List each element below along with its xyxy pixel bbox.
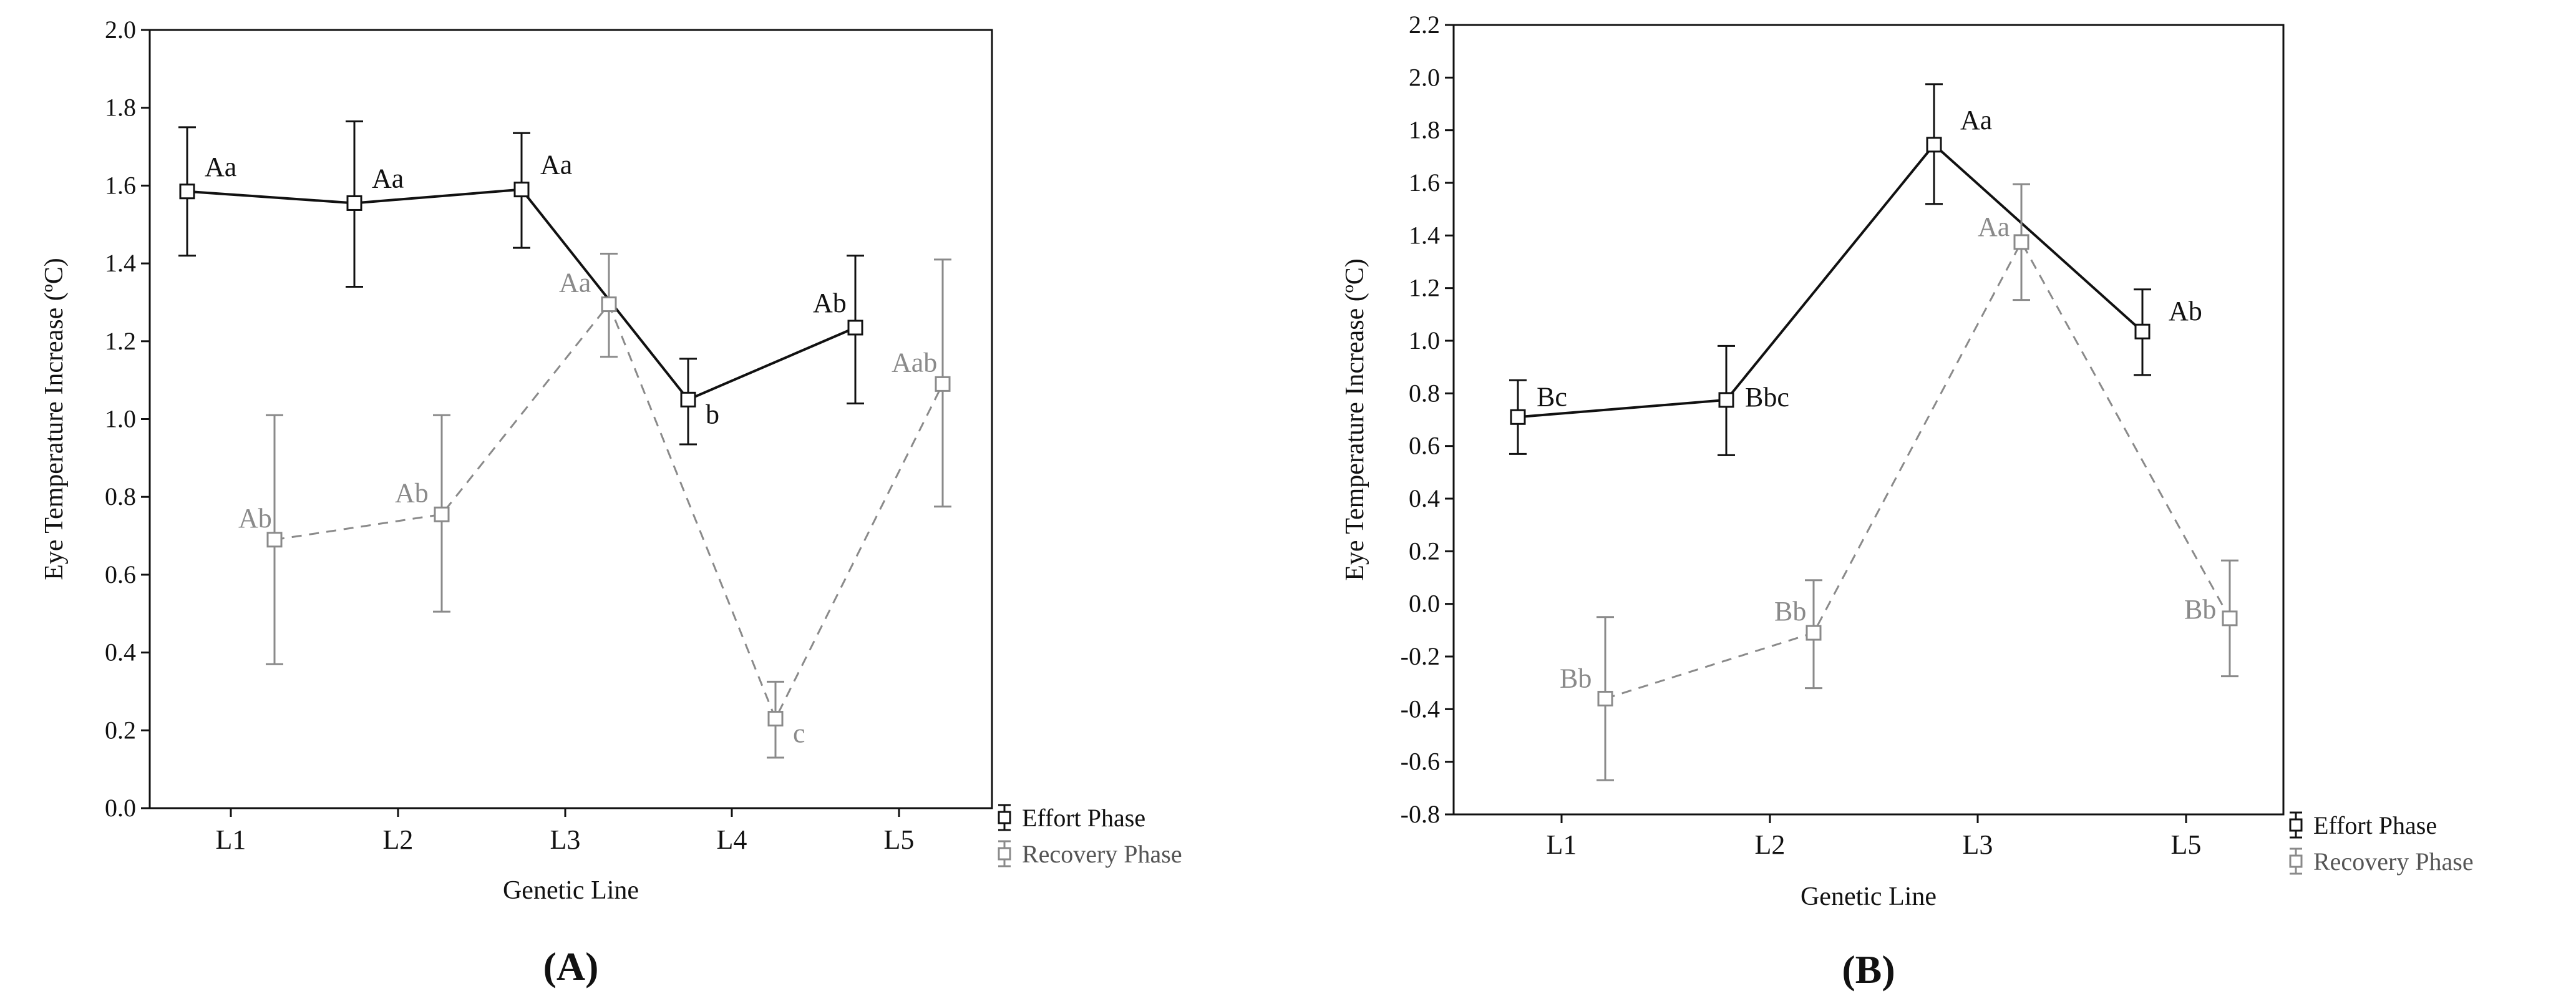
y-tick-label: 1.0 [105, 405, 136, 433]
effort-data-point [513, 182, 530, 198]
legend-marker [998, 811, 1011, 824]
x-axis-title: Genetic Line [503, 876, 639, 905]
x-axis-title: Genetic Line [1801, 882, 1937, 911]
plot-frame [148, 29, 993, 809]
recovery-data-label: Aab [892, 347, 937, 378]
legend-label-effort: Effort Phase [1022, 804, 1145, 832]
effort-data-point [2134, 323, 2151, 339]
y-tick-label: 1.2 [1409, 274, 1440, 302]
legend-label-recovery: Recovery Phase [2313, 847, 2474, 876]
effort-data-point [346, 195, 362, 211]
y-tick-label: 2.0 [1409, 63, 1440, 91]
recovery-data-point [601, 296, 617, 313]
x-tick-label: L3 [1963, 829, 1993, 860]
x-tick-label: L1 [1547, 829, 1577, 860]
effort-data-point [680, 391, 696, 408]
legend-label-recovery: Recovery Phase [1022, 840, 1182, 868]
legend-marker [998, 847, 1011, 861]
x-tick-label: L2 [1755, 829, 1786, 860]
recovery-data-point [266, 532, 283, 548]
recovery-data-label: Bb [1560, 663, 1592, 693]
x-tick-label: L2 [383, 824, 414, 855]
x-tick-label: L4 [717, 824, 747, 855]
recovery-series-line [274, 302, 944, 721]
y-tick-label: 1.8 [105, 94, 136, 122]
y-tick-label: -0.2 [1401, 642, 1440, 670]
effort-data-label: b [706, 399, 719, 429]
y-tick-label: 1.6 [105, 171, 136, 199]
recovery-data-label: Ab [238, 503, 272, 534]
panel-b: -0.8 -0.6 -0.4 -0.2 0.0 0.2 0.4 0.6 0.8 1.0 1.2 1.4… [1341, 11, 2474, 992]
y-tick-label: 0.6 [105, 560, 136, 588]
y-axis-title: Eye Temperature Increase (ºC) [40, 258, 69, 580]
effort-data-label: Aa [1960, 105, 1992, 135]
y-tick-label: 0.2 [1409, 537, 1440, 565]
y-tick-label: -0.4 [1401, 695, 1440, 723]
y-axis-title: Eye Temperature Increase (ºC) [1341, 258, 1369, 581]
x-tick-label: L1 [216, 824, 246, 855]
y-tick-label: 0.8 [105, 482, 136, 510]
recovery-data-point [767, 711, 784, 727]
y-tick-label: 0.4 [1409, 484, 1440, 512]
recovery-data-point [1806, 625, 1822, 641]
y-tick-label: 1.6 [1409, 168, 1440, 197]
recovery-series-line [1605, 240, 2231, 700]
effort-data-label: Bc [1537, 381, 1567, 412]
recovery-data-point [434, 506, 450, 522]
y-tick-label: 0.0 [1409, 590, 1440, 618]
x-tick-label: L3 [550, 824, 581, 855]
effort-data-label: Aa [205, 152, 236, 182]
recovery-data-label: Ab [395, 477, 429, 508]
y-tick-label: -0.6 [1401, 748, 1440, 776]
recovery-data-label: Bb [1774, 596, 1806, 627]
y-tick-label: 1.4 [1409, 221, 1440, 249]
recovery-data-point [2222, 610, 2238, 627]
y-tick-label: 0.6 [1409, 432, 1440, 460]
effort-series-line [1517, 142, 2144, 419]
y-tick-label: 0.0 [105, 794, 136, 822]
effort-data-label: Ab [813, 288, 847, 318]
y-tick-label: 1.8 [1409, 116, 1440, 144]
y-tick-label: 1.4 [105, 249, 136, 277]
y-tick-label: 2.2 [1409, 11, 1440, 39]
effort-data-label: Ab [2169, 296, 2202, 326]
panel-label: (A) [543, 944, 599, 989]
effort-data-point [1926, 137, 1942, 153]
plot-frame [1452, 24, 2285, 816]
effort-data-label: Aa [372, 163, 404, 193]
y-tick-label: 1.0 [1409, 326, 1440, 354]
y-tick-label: 0.4 [105, 638, 136, 667]
legend-marker [2289, 818, 2303, 832]
effort-data-point [1718, 392, 1734, 408]
effort-data-point [1510, 409, 1526, 425]
recovery-data-label: Aa [559, 268, 591, 298]
effort-data-label: Aa [540, 150, 572, 180]
y-tick-label: 1.2 [105, 327, 136, 355]
effort-data-label: Bbc [1745, 382, 1789, 413]
recovery-data-label: Aa [1978, 212, 2010, 242]
effort-data-point [179, 183, 195, 200]
x-tick-label: L5 [884, 824, 915, 855]
recovery-data-label: c [793, 718, 805, 749]
effort-data-point [847, 320, 863, 336]
y-tick-label: 0.2 [105, 716, 136, 744]
recovery-data-point [935, 376, 951, 392]
panel-a: 0.0 0.2 0.4 0.6 0.8 1.0 1.2 1.4 1.6 1.8 2.0 L1 L2 L3 L… [40, 16, 1182, 989]
recovery-data-point [1597, 690, 1613, 706]
y-tick-label: 2.0 [105, 16, 136, 44]
y-tick-label: 0.8 [1409, 379, 1440, 407]
recovery-data-point [2013, 234, 2029, 250]
legend-marker [2289, 854, 2303, 868]
y-tick-label: -0.8 [1401, 800, 1440, 828]
panel-label: (B) [1842, 947, 1895, 992]
x-tick-label: L5 [2171, 829, 2202, 860]
recovery-data-label: Bb [2184, 594, 2216, 625]
legend-label-effort: Effort Phase [2313, 811, 2437, 839]
